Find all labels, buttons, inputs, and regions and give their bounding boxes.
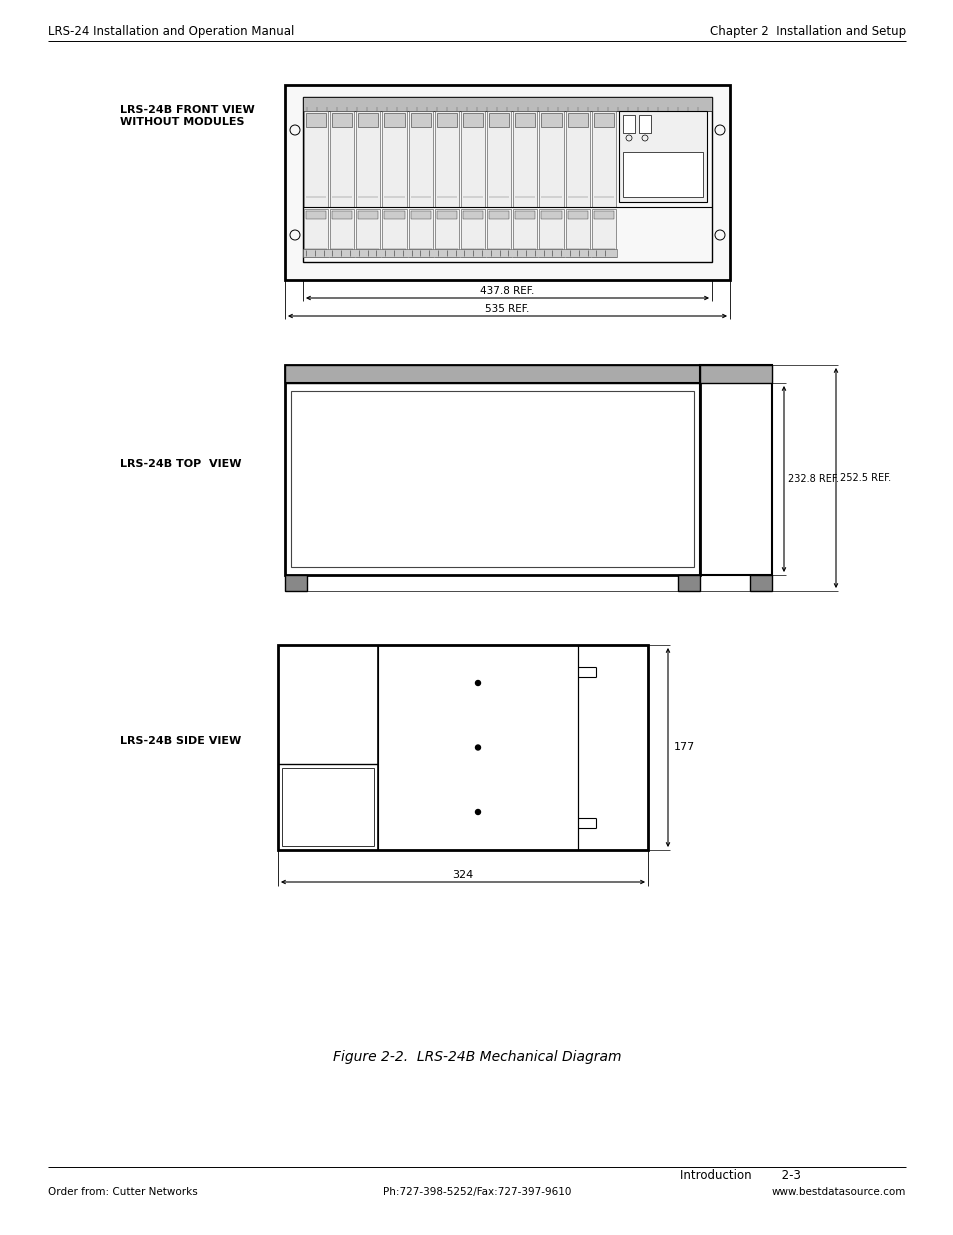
- Bar: [460, 209, 485, 257]
- Bar: [592, 249, 615, 254]
- Bar: [330, 111, 354, 207]
- Text: Chapter 2  Installation and Setup: Chapter 2 Installation and Setup: [709, 25, 905, 38]
- Bar: [565, 111, 589, 207]
- Bar: [277, 645, 647, 850]
- Bar: [618, 111, 706, 203]
- Bar: [515, 112, 535, 127]
- Bar: [700, 366, 771, 383]
- Bar: [461, 249, 484, 254]
- Bar: [622, 152, 702, 198]
- Bar: [567, 112, 587, 127]
- Bar: [700, 366, 771, 576]
- Bar: [408, 111, 433, 207]
- Bar: [487, 111, 511, 207]
- Bar: [513, 209, 537, 257]
- Text: 437.8 REF.: 437.8 REF.: [479, 287, 534, 296]
- Bar: [303, 98, 711, 262]
- Bar: [565, 209, 589, 257]
- Bar: [305, 249, 327, 254]
- Text: Figure 2-2.  LRS-24B Mechanical Diagram: Figure 2-2. LRS-24B Mechanical Diagram: [333, 1050, 620, 1065]
- Circle shape: [475, 745, 480, 750]
- Bar: [487, 209, 511, 257]
- Bar: [488, 249, 510, 254]
- Bar: [541, 112, 561, 127]
- Bar: [578, 645, 647, 850]
- Bar: [513, 111, 537, 207]
- Bar: [285, 366, 700, 576]
- Text: Ph:727-398-5252/Fax:727-397-9610: Ph:727-398-5252/Fax:727-397-9610: [382, 1187, 571, 1197]
- Bar: [303, 249, 617, 257]
- Bar: [330, 209, 354, 257]
- Bar: [357, 249, 379, 254]
- Bar: [384, 112, 404, 127]
- Bar: [436, 211, 456, 219]
- Bar: [591, 111, 616, 207]
- Bar: [356, 111, 380, 207]
- Text: LRS-24B SIDE VIEW: LRS-24B SIDE VIEW: [120, 736, 241, 746]
- Bar: [591, 209, 616, 257]
- Bar: [593, 211, 614, 219]
- Bar: [383, 249, 405, 254]
- Bar: [567, 211, 587, 219]
- Bar: [332, 112, 352, 127]
- Bar: [489, 211, 509, 219]
- Bar: [332, 211, 352, 219]
- Text: 324: 324: [452, 869, 473, 881]
- Bar: [356, 209, 380, 257]
- Text: 535 REF.: 535 REF.: [485, 304, 529, 314]
- Bar: [622, 115, 635, 133]
- Text: 177: 177: [673, 742, 695, 752]
- Bar: [409, 249, 432, 254]
- Circle shape: [475, 680, 480, 685]
- Bar: [408, 209, 433, 257]
- Bar: [331, 249, 353, 254]
- Bar: [540, 249, 562, 254]
- Text: Order from: Cutter Networks: Order from: Cutter Networks: [48, 1187, 197, 1197]
- Bar: [285, 366, 700, 383]
- Bar: [358, 211, 378, 219]
- Bar: [435, 111, 458, 207]
- Text: LRS-24 Installation and Operation Manual: LRS-24 Installation and Operation Manual: [48, 25, 294, 38]
- Circle shape: [475, 809, 480, 815]
- Bar: [460, 111, 485, 207]
- Bar: [358, 112, 378, 127]
- Text: Introduction        2-3: Introduction 2-3: [679, 1170, 800, 1182]
- Bar: [749, 576, 771, 592]
- Text: 252.5 REF.: 252.5 REF.: [840, 473, 890, 483]
- Bar: [435, 209, 458, 257]
- Bar: [489, 112, 509, 127]
- Bar: [593, 112, 614, 127]
- Bar: [377, 645, 578, 850]
- Bar: [382, 111, 406, 207]
- Bar: [282, 768, 374, 846]
- Bar: [382, 209, 406, 257]
- Bar: [436, 249, 457, 254]
- Bar: [384, 211, 404, 219]
- Bar: [514, 249, 536, 254]
- Bar: [462, 112, 482, 127]
- Bar: [285, 576, 307, 592]
- Bar: [566, 249, 588, 254]
- Bar: [678, 576, 700, 592]
- Bar: [304, 209, 328, 257]
- Bar: [462, 211, 482, 219]
- Bar: [515, 211, 535, 219]
- Bar: [306, 112, 326, 127]
- Bar: [303, 98, 711, 111]
- Text: LRS-24B TOP  VIEW: LRS-24B TOP VIEW: [120, 459, 241, 469]
- Text: LRS-24B FRONT VIEW
WITHOUT MODULES: LRS-24B FRONT VIEW WITHOUT MODULES: [120, 105, 254, 127]
- Text: www.bestdatasource.com: www.bestdatasource.com: [771, 1187, 905, 1197]
- Bar: [410, 211, 431, 219]
- Bar: [291, 391, 693, 567]
- Bar: [541, 211, 561, 219]
- Bar: [306, 211, 326, 219]
- Bar: [539, 209, 563, 257]
- Bar: [304, 111, 328, 207]
- Bar: [285, 85, 729, 280]
- Bar: [539, 111, 563, 207]
- Bar: [639, 115, 650, 133]
- Text: 232.8 REF.: 232.8 REF.: [787, 474, 838, 484]
- Bar: [436, 112, 456, 127]
- Bar: [410, 112, 431, 127]
